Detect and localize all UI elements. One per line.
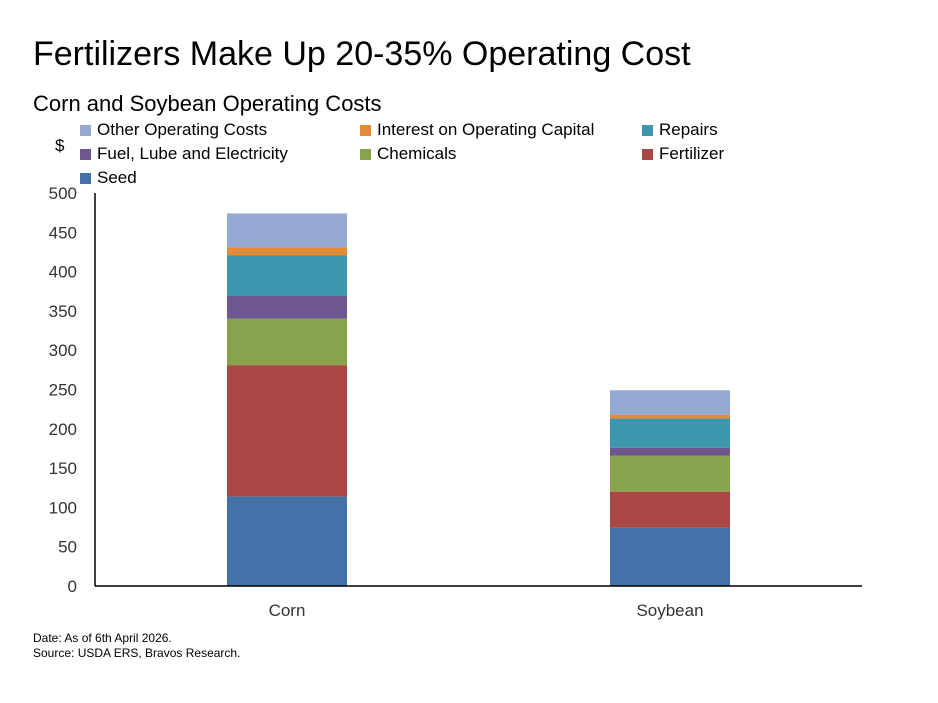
footer-date: Date: As of 6th April 2026. — [33, 631, 172, 645]
legend-swatch — [80, 172, 91, 184]
legend-item: Seed — [80, 167, 137, 189]
legend-label: Fertilizer — [659, 144, 725, 163]
legend-item: Chemicals — [360, 143, 456, 165]
legend-item: Interest on Operating Capital — [360, 119, 594, 141]
bar-corn-repairs — [227, 255, 347, 296]
legend-swatch — [80, 124, 91, 136]
footer-source: Source: USDA ERS, Bravos Research. — [33, 646, 241, 660]
legend-label: Other Operating Costs — [97, 120, 268, 139]
y-tick-label: 200 — [49, 420, 77, 439]
y-tick-label: 100 — [49, 498, 77, 517]
bar-corn-seed — [227, 496, 347, 586]
bar-corn-fertilizer — [227, 365, 347, 497]
y-tick-label: 300 — [49, 341, 77, 360]
legend-label: Fuel, Lube and Electricity — [97, 144, 288, 163]
bar-corn-other-operating-costs — [227, 213, 347, 248]
x-tick-label: Corn — [269, 601, 306, 620]
legend-swatch — [642, 148, 653, 160]
bar-corn-chemicals — [227, 318, 347, 366]
bar-soybean-chemicals — [610, 455, 730, 492]
y-tick-label: 500 — [49, 184, 77, 203]
y-tick-label: 150 — [49, 459, 77, 478]
legend-label: Interest on Operating Capital — [377, 120, 595, 139]
legend-item: Fuel, Lube and Electricity — [80, 143, 288, 165]
legend-swatch — [360, 124, 371, 136]
y-tick-label: 0 — [68, 577, 77, 596]
y-tick-label: 400 — [49, 263, 77, 282]
y-axis-label: $ — [55, 136, 65, 155]
chart-subtitle: Corn and Soybean Operating Costs — [33, 91, 382, 116]
y-tick-label: 250 — [49, 381, 77, 400]
legend-swatch — [360, 148, 371, 160]
legend-item: Other Operating Costs — [80, 119, 267, 141]
legend-item: Fertilizer — [642, 143, 724, 165]
bar-soybean-repairs — [610, 418, 730, 448]
y-tick-label: 450 — [49, 223, 77, 242]
bar-corn-fuel-lube-and-electricity — [227, 295, 347, 319]
chart-footer: Date: As of 6th April 2026. Source: USDA… — [33, 631, 240, 661]
bar-soybean-fertilizer — [610, 491, 730, 528]
bar-soybean-fuel-lube-and-electricity — [610, 447, 730, 456]
legend-label: Chemicals — [377, 144, 457, 163]
legend-item: Repairs — [642, 119, 718, 141]
bar-corn-interest-on-operating-capital — [227, 247, 347, 256]
y-tick-label: 350 — [49, 302, 77, 321]
bar-soybean-other-operating-costs — [610, 390, 730, 415]
legend-label: Seed — [97, 168, 137, 187]
chart-title: Fertilizers Make Up 20-35% Operating Cos… — [33, 35, 691, 73]
x-tick-label: Soybean — [636, 601, 703, 620]
bar-soybean-interest-on-operating-capital — [610, 414, 730, 419]
bar-soybean-seed — [610, 527, 730, 586]
y-tick-label: 50 — [58, 538, 77, 557]
legend-swatch — [642, 124, 653, 136]
legend-label: Repairs — [659, 120, 718, 139]
legend-swatch — [80, 148, 91, 160]
